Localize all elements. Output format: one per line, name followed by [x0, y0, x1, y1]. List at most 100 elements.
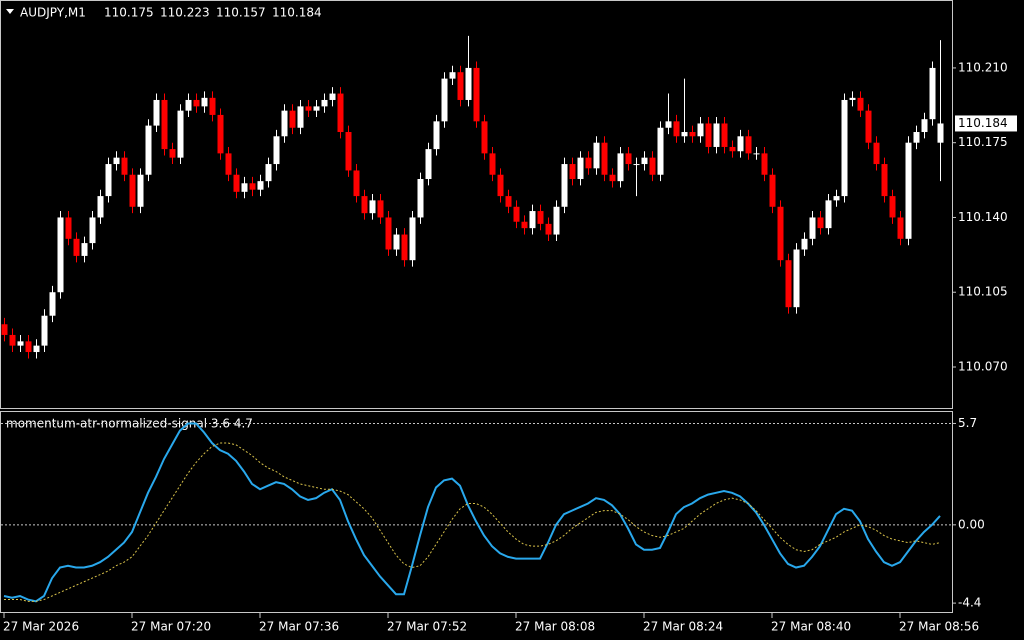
candle-body [801, 238, 808, 250]
candle-body [417, 179, 424, 218]
candle-body [529, 211, 536, 229]
candle-body [337, 93, 344, 133]
candle-body [785, 260, 792, 308]
candle-body [865, 110, 872, 143]
candle-body [481, 121, 488, 154]
candle-body [665, 121, 672, 128]
candle-body [265, 164, 272, 182]
candle-body [577, 157, 584, 180]
candle-body [609, 174, 616, 182]
candle-body [441, 78, 448, 122]
candle-body [185, 99, 192, 111]
candle-body [1, 324, 8, 335]
candle-body [505, 196, 512, 207]
candle-body [857, 97, 864, 111]
ohlc-value: 110.184 [272, 6, 322, 20]
candle-body [425, 149, 432, 180]
candle-body [433, 121, 440, 150]
candle-body [657, 127, 664, 175]
indicator-frame [0, 411, 953, 613]
candle-body [169, 149, 176, 158]
candle-body [361, 196, 368, 214]
candle-body [321, 99, 328, 107]
candle-body [25, 341, 32, 353]
candle-body [793, 249, 800, 308]
candle-body [57, 217, 64, 293]
candle-body [777, 206, 784, 261]
candle-body [913, 132, 920, 143]
candle-body [193, 99, 200, 107]
y-tick-label: 110.175 [958, 135, 1008, 149]
candle-body [393, 234, 400, 250]
candle-body [305, 106, 312, 111]
x-tick-label: 27 Mar 08:40 [771, 620, 851, 634]
y-tick-label: 110.070 [958, 359, 1008, 373]
candle-body [873, 142, 880, 165]
candle-body [929, 67, 936, 120]
candle-body [753, 153, 760, 155]
candle-body [745, 136, 752, 154]
candle-body [121, 157, 128, 175]
candle-body [241, 183, 248, 192]
candle-body [97, 196, 104, 218]
candle-body [721, 123, 728, 147]
candle-body [553, 206, 560, 235]
candle-body [369, 200, 376, 214]
x-tick-label: 27 Mar 08:24 [643, 620, 723, 634]
candle-body [225, 153, 232, 175]
candle-body [841, 99, 848, 197]
candle-body [697, 123, 704, 137]
candle-body [465, 67, 472, 100]
candle-body [449, 72, 456, 79]
candle-body [9, 334, 16, 346]
candle-body [329, 93, 336, 100]
candle-body [561, 164, 568, 207]
candle-body [937, 123, 944, 143]
candle-body [809, 217, 816, 239]
y-tick-label: 0.00 [958, 517, 985, 531]
y-tick-label: 110.210 [958, 60, 1008, 74]
candle-body [89, 217, 96, 244]
candle-body [737, 136, 744, 152]
candle-body [473, 67, 480, 122]
candle-body [137, 174, 144, 207]
candle-body [113, 157, 120, 165]
candle-body [457, 72, 464, 100]
candle-body [273, 136, 280, 165]
candle-body [217, 114, 224, 154]
candle-body [921, 119, 928, 133]
indicator-line [4, 442, 941, 602]
y-tick-label: -4.4 [958, 596, 981, 610]
candle-body [249, 183, 256, 190]
candle-body [17, 341, 24, 346]
candle-body [825, 200, 832, 229]
candle-body [513, 206, 520, 222]
candle-body [81, 243, 88, 256]
candle-body [73, 238, 80, 256]
candle-body [881, 164, 888, 197]
candle-body [41, 315, 48, 346]
candle-body [769, 174, 776, 207]
candle-body [673, 121, 680, 137]
candle-body [761, 153, 768, 175]
main-frame [0, 0, 953, 409]
menu-arrow[interactable] [6, 9, 14, 14]
candle-body [153, 99, 160, 126]
candle-body [297, 106, 304, 128]
price-tag [955, 115, 1017, 132]
price-tag-label: 110.184 [958, 116, 1008, 130]
candle-body [129, 174, 136, 207]
candle-body [313, 106, 320, 111]
candle-body [537, 211, 544, 224]
candle-body [889, 196, 896, 218]
candle-body [833, 196, 840, 201]
candle-body [569, 164, 576, 180]
candle-body [201, 97, 208, 107]
candle-body [257, 181, 264, 190]
y-tick-label: 5.7 [958, 416, 977, 430]
candle-body [593, 142, 600, 169]
candle-body [689, 132, 696, 137]
